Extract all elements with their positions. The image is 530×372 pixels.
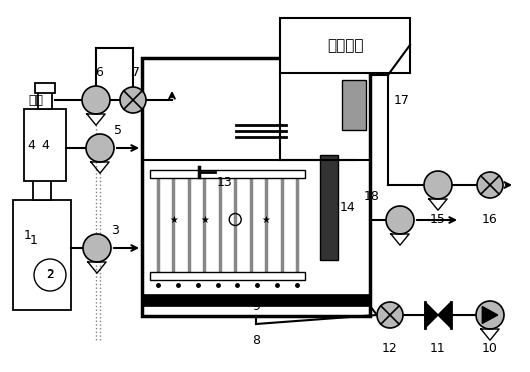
Bar (30, 170, 54, 180)
Bar (342, 80, 366, 130)
Circle shape (82, 86, 110, 114)
Text: ★: ★ (200, 215, 209, 224)
Text: 1: 1 (24, 228, 32, 241)
Text: 1: 1 (30, 234, 38, 247)
Text: ★: ★ (262, 215, 270, 224)
Bar (38, 91, 52, 109)
Bar (33, 178, 51, 200)
Text: 12: 12 (382, 343, 398, 356)
Text: 4: 4 (27, 138, 35, 151)
Bar (280, 18, 410, 73)
Text: 5: 5 (114, 124, 122, 137)
Text: 18: 18 (364, 189, 380, 202)
Text: 16: 16 (482, 212, 498, 225)
Bar (150, 272, 305, 280)
Text: 4: 4 (41, 138, 49, 151)
Polygon shape (482, 307, 498, 323)
Text: 8: 8 (252, 334, 260, 346)
Bar (142, 294, 370, 306)
Text: 14: 14 (340, 201, 356, 214)
Bar (13, 200, 71, 310)
Text: 2: 2 (46, 269, 54, 282)
Text: 15: 15 (430, 212, 446, 225)
Text: 11: 11 (430, 343, 446, 356)
Text: 17: 17 (394, 93, 410, 106)
Polygon shape (438, 302, 451, 328)
Circle shape (120, 87, 146, 113)
Text: 进水: 进水 (28, 93, 43, 106)
Text: 6: 6 (95, 65, 103, 78)
Circle shape (83, 234, 111, 262)
Text: ★: ★ (169, 215, 178, 224)
Polygon shape (425, 302, 438, 328)
Bar (320, 155, 338, 260)
Circle shape (377, 302, 403, 328)
Text: 自控系统: 自控系统 (327, 38, 363, 53)
Circle shape (477, 172, 503, 198)
Text: 9: 9 (252, 299, 260, 312)
Text: 2: 2 (47, 270, 54, 280)
Text: 3: 3 (111, 224, 119, 237)
Bar (35, 83, 55, 93)
Bar (24, 109, 66, 181)
Circle shape (386, 206, 414, 234)
Bar (142, 58, 370, 316)
Circle shape (476, 301, 504, 329)
Text: 10: 10 (482, 343, 498, 356)
Circle shape (86, 134, 114, 162)
Circle shape (424, 171, 452, 199)
Bar (150, 170, 305, 178)
Text: 7: 7 (132, 65, 140, 78)
Text: 13: 13 (217, 176, 233, 189)
